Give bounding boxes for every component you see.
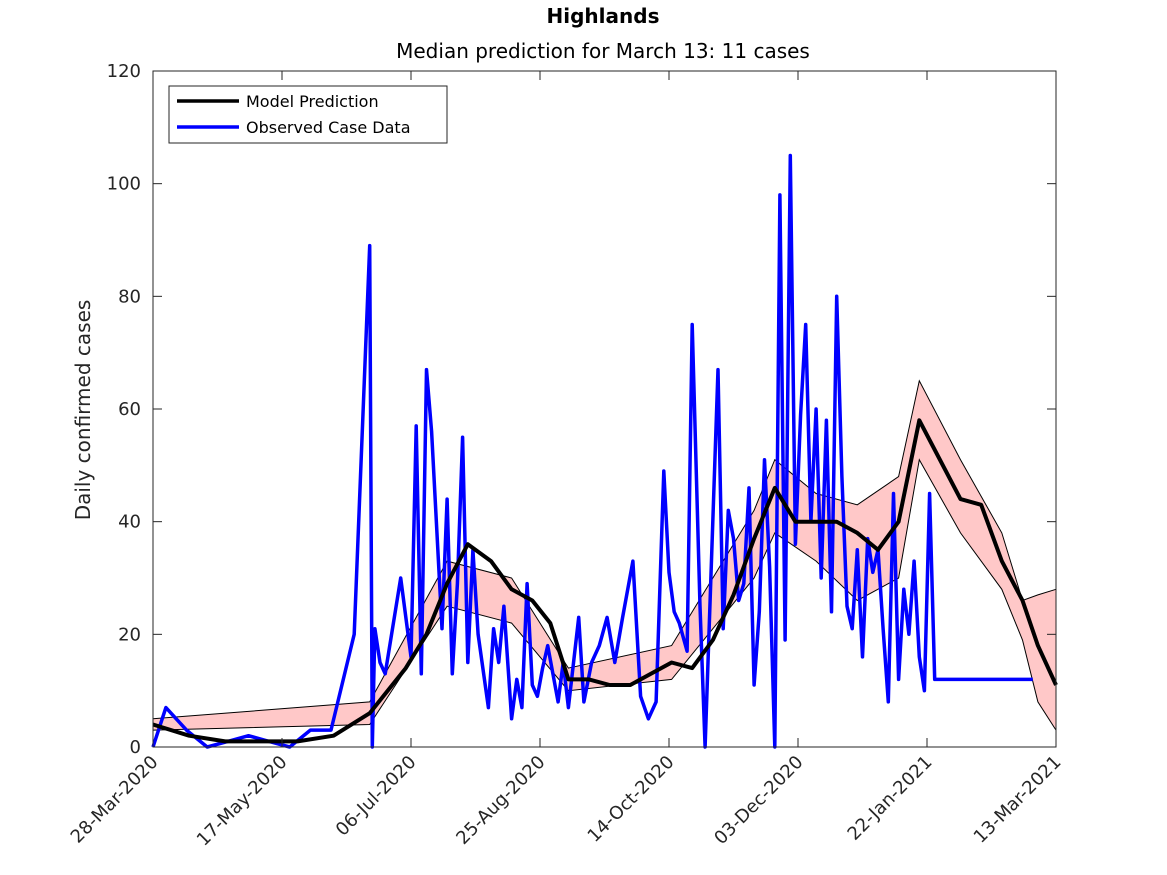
y-axis-label: Daily confirmed cases	[71, 300, 95, 521]
x-tick-label: 17-May-2020	[193, 752, 292, 851]
legend-box	[168, 85, 448, 144]
plot-area	[151, 153, 1058, 749]
chart-subtitle: Median prediction for March 13: 11 cases	[396, 39, 810, 63]
observed-series-line	[151, 153, 1033, 749]
model-series-line	[152, 418, 1058, 744]
band-lower-edge	[152, 458, 1057, 731]
x-tick-label: 06-Jul-2020	[332, 752, 421, 841]
chart-title: Highlands	[547, 4, 660, 28]
y-tick-label: 80	[118, 286, 141, 307]
y-tick-label: 100	[107, 174, 141, 195]
uncertainty-band	[153, 380, 1056, 731]
y-tick-label: 40	[118, 512, 141, 533]
y-tick-label: 60	[118, 399, 141, 420]
x-tick-label: 03-Dec-2020	[710, 752, 807, 849]
x-tick-label: 28-Mar-2020	[67, 752, 163, 848]
y-tick-label: 20	[118, 624, 141, 645]
band-upper-edge	[152, 379, 1057, 720]
legend: Model Prediction Observed Case Data	[168, 85, 448, 144]
legend-observed-label: Observed Case Data	[246, 118, 411, 137]
x-tick-label: 13-Mar-2021	[970, 752, 1066, 848]
y-tick-label: 0	[130, 737, 141, 758]
legend-model-label: Model Prediction	[246, 92, 379, 111]
x-tick-label: 25-Aug-2020	[452, 752, 549, 849]
x-tick-label: 14-Oct-2020	[584, 752, 679, 847]
y-tick-label: 120	[107, 61, 141, 82]
x-tick-label: 22-Jan-2021	[844, 752, 937, 845]
